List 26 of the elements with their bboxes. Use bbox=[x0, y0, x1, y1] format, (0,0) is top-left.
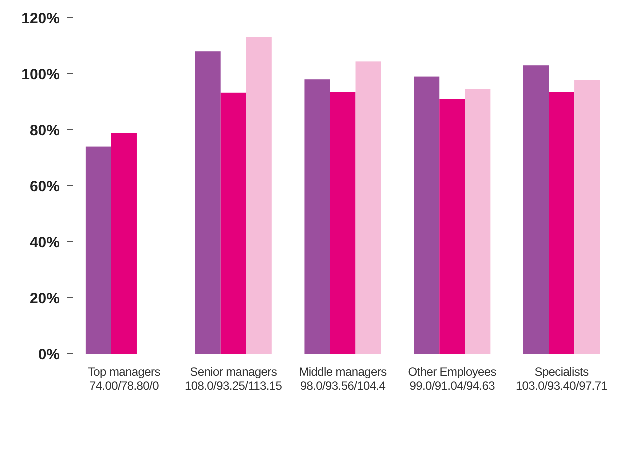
x-tick-label: Middle managers 98.0/93.56/104.4 bbox=[299, 365, 388, 393]
bar bbox=[86, 146, 112, 354]
x-tick-label: Top managers 74.00/78.80/0 bbox=[88, 365, 161, 393]
bar bbox=[111, 133, 137, 354]
bar bbox=[440, 99, 466, 354]
x-tick-label: Specialists 103.0/93.40/97.71 bbox=[516, 365, 608, 393]
y-tick-label: 40% bbox=[30, 234, 60, 252]
bar bbox=[356, 62, 382, 354]
bar bbox=[465, 89, 491, 354]
bar bbox=[414, 76, 440, 354]
bar bbox=[304, 80, 330, 354]
y-tick-label: 100% bbox=[22, 66, 60, 84]
y-tick-label: 0% bbox=[38, 346, 60, 364]
bar bbox=[549, 92, 575, 354]
bar bbox=[195, 52, 221, 354]
y-tick-label: 120% bbox=[22, 10, 60, 28]
bar bbox=[220, 92, 246, 354]
y-tick-label: 20% bbox=[30, 290, 60, 308]
x-tick-label: Other Employees 99.0/91.04/94.63 bbox=[408, 365, 497, 393]
bar bbox=[246, 37, 272, 354]
bar bbox=[574, 80, 600, 354]
x-tick-label: Senior managers 108.0/93.25/113.15 bbox=[185, 365, 283, 393]
y-tick-label: 60% bbox=[30, 178, 60, 196]
y-tick-label: 80% bbox=[30, 122, 60, 140]
bar bbox=[523, 66, 550, 354]
bar bbox=[330, 92, 356, 354]
